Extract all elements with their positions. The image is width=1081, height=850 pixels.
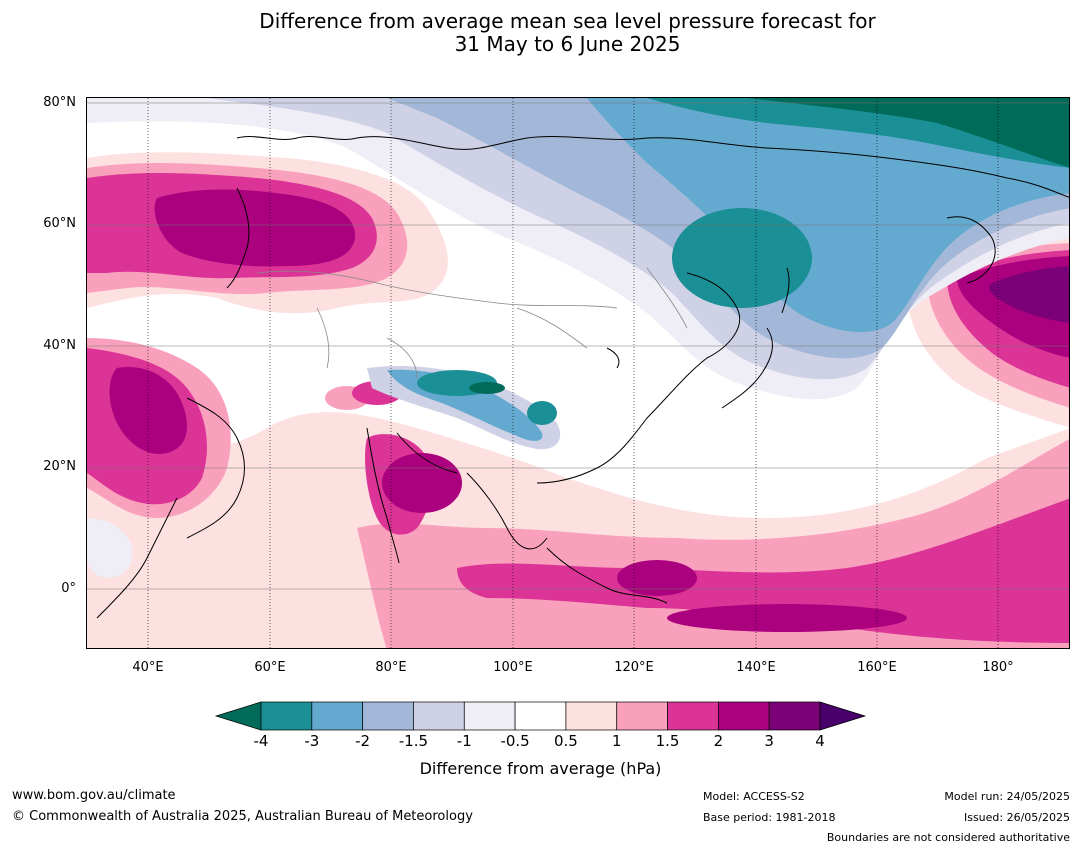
colorbar-extend-low [214, 701, 262, 731]
footer-model-run: Model run: 24/05/2025 [944, 790, 1070, 803]
colorbar-segment [311, 701, 363, 731]
region-neg-3-4-sichuan [527, 401, 557, 425]
colorbar-tick-label: 1.5 [655, 732, 680, 750]
graticule-lon [147, 98, 999, 648]
region-neg-2-3-arctic [587, 98, 1069, 333]
colorbar-segment [768, 701, 821, 731]
region-neg-0.5-1-africa [87, 518, 133, 578]
pressure-anomaly-map [86, 97, 1070, 649]
footer-copyright: © Commonwealth of Australia 2025, Austra… [12, 809, 473, 824]
lon-label-80e: 80°E [375, 660, 407, 675]
lat-label-0: 0° [61, 581, 76, 596]
lon-label-140e: 140°E [736, 660, 776, 675]
colorbar-segment [616, 701, 668, 731]
colorbar-segment [565, 701, 618, 731]
lon-label-40e: 40°E [132, 660, 164, 675]
footer-issued: Issued: 26/05/2025 [963, 811, 1070, 824]
region-1.5-2-tropics [457, 498, 1069, 643]
region-neg-3-4-okhotsk [672, 208, 812, 308]
colorbar-segment [413, 701, 465, 731]
colorbar-segment [362, 701, 414, 731]
map-svg [87, 98, 1069, 648]
colorbar-tick-label: 0.5 [553, 732, 578, 750]
footer-base-period: Base period: 1981-2018 [703, 811, 836, 824]
colorbar-tick-label: 3 [764, 732, 774, 750]
region-3-4-pacific [989, 266, 1069, 323]
colorbar-segment [667, 701, 719, 731]
region-2-3-new-guinea [667, 604, 907, 632]
title-line-2: 31 May to 6 June 2025 [454, 32, 681, 56]
country-borders [256, 267, 688, 379]
colorbar-tick-label: 4 [815, 732, 825, 750]
region-2-3-russia [154, 189, 356, 267]
footer-website[interactable]: www.bom.gov.au/climate [12, 788, 176, 803]
lon-label-60e: 60°E [254, 660, 286, 675]
colorbar-tick-label: 1 [611, 732, 622, 750]
colorbar-tick-label: -0.5 [500, 732, 530, 750]
colorbar-tick-label: -3 [304, 732, 320, 750]
colorbar-tick-label: -1 [456, 732, 472, 750]
colorbar-segment [514, 701, 567, 731]
colorbar-segment [260, 701, 313, 731]
lon-label-180: 180° [982, 660, 1014, 675]
lat-label-80n: 80°N [43, 95, 76, 110]
footer-model: Model: ACCESS-S2 [703, 790, 805, 803]
region-neg-4-tibet [469, 382, 505, 394]
lat-label-60n: 60°N [43, 216, 76, 231]
lon-label-100e: 100°E [493, 660, 533, 675]
colorbar-tick-label: -2 [355, 732, 371, 750]
chart-title: Difference from average mean sea level p… [0, 10, 1081, 56]
lon-label-120e: 120°E [614, 660, 654, 675]
region-2-3-bay-of-bengal [382, 453, 462, 513]
title-line-1: Difference from average mean sea level p… [259, 9, 876, 33]
colorbar-label: Difference from average (hPa) [419, 759, 662, 778]
region-neg-4-arctic [747, 98, 1069, 168]
lat-label-20n: 20°N [43, 459, 76, 474]
region-2-3-philippines [617, 560, 697, 596]
coastlines [96, 136, 1069, 619]
colorbar-segment [718, 701, 770, 731]
footer-disclaimer: Boundaries are not considered authoritat… [826, 831, 1070, 844]
colorbar-tick-label: -4 [253, 732, 269, 750]
graticule-lat [87, 102, 1069, 590]
colorbar-extend-high [819, 701, 867, 731]
colorbar-segment [463, 701, 516, 731]
colorbar-tick-label: -1.5 [398, 732, 429, 750]
colorbar-tick-label: 2 [713, 732, 724, 750]
lat-label-40n: 40°N [43, 338, 76, 353]
colorbar-segments [214, 701, 867, 731]
lon-label-160e: 160°E [857, 660, 897, 675]
